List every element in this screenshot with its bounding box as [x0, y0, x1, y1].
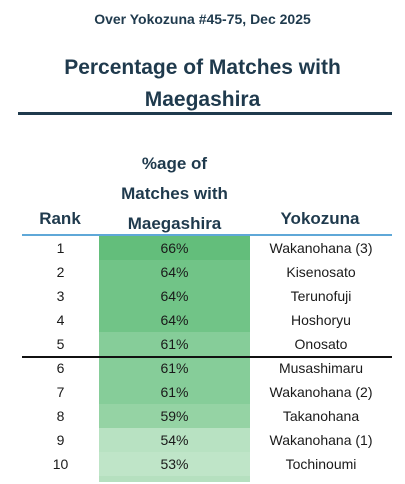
yokozuna-cell: Tochinoumi — [285, 456, 357, 472]
percentage-cell: 54% — [99, 428, 250, 452]
column-header-rank: Rank — [39, 209, 81, 228]
table-body: 1 66% Wakanohana (3) 2 64% Kisenosato 3 … — [22, 236, 392, 476]
yokozuna-cell: Wakanohana (3) — [269, 240, 373, 256]
rank-cell: 2 — [56, 264, 65, 280]
rank-cell: 3 — [56, 288, 65, 304]
rank-cell: 10 — [52, 456, 69, 472]
percentage-cell: 61% — [99, 332, 250, 356]
percentage-cell: 59% — [99, 404, 250, 428]
column-header-percentage: %age of Matches with Maegashira — [99, 149, 250, 239]
page-title: Percentage of Matches with Maegashira — [0, 52, 405, 116]
title-line-2: Maegashira — [144, 88, 261, 111]
table-row: 4 64% Hoshoryu — [22, 308, 392, 332]
yokozuna-cell: Terunofuji — [290, 288, 352, 304]
group-divider — [22, 356, 392, 358]
percentage-cell: 64% — [99, 284, 250, 308]
percentage-cell: 64% — [99, 308, 250, 332]
column-header-yokozuna: Yokozuna — [280, 209, 360, 228]
yokozuna-cell: Hoshoryu — [291, 312, 351, 328]
yokozuna-cell: Musashimaru — [278, 360, 364, 376]
table-row: 10 53% Tochinoumi — [22, 452, 392, 476]
column-header-percentage-line-1: %age of — [141, 154, 208, 173]
header-rule — [22, 234, 392, 236]
table-row: 7 61% Wakanohana (2) — [22, 380, 392, 404]
rank-cell: 5 — [56, 336, 65, 352]
rank-cell: 7 — [56, 384, 65, 400]
rank-cell: 9 — [56, 432, 65, 448]
rank-cell: 1 — [56, 240, 65, 256]
yokozuna-cell: Kisenosato — [286, 264, 356, 280]
percentage-cell: 64% — [99, 260, 250, 284]
percentage-cell: 61% — [99, 380, 250, 404]
yokozuna-cell: Wakanohana (1) — [269, 432, 373, 448]
rank-cell: 8 — [56, 408, 65, 424]
table-row: 5 61% Onosato — [22, 332, 392, 356]
percentage-cell: 61% — [99, 356, 250, 380]
rank-cell: 4 — [56, 312, 65, 328]
column-header-percentage-line-3: Maegashira — [127, 214, 222, 233]
title-line-1: Percentage of Matches with — [64, 56, 341, 79]
table-row: 1 66% Wakanohana (3) — [22, 236, 392, 260]
subtitle: Over Yokozuna #45-75, Dec 2025 — [94, 11, 311, 27]
table-row: 9 54% Wakanohana (1) — [22, 428, 392, 452]
yokozuna-cell: Onosato — [294, 336, 348, 352]
table-row: 6 61% Musashimaru — [22, 356, 392, 380]
percentage-cell: 53% — [99, 452, 250, 476]
column-header-percentage-line-2: Matches with — [121, 184, 228, 203]
rank-cell: 6 — [56, 360, 65, 376]
yokozuna-cell: Wakanohana (2) — [269, 384, 373, 400]
title-underline — [18, 112, 392, 115]
percentage-cell: 66% — [99, 236, 250, 260]
yokozuna-cell: Takanohana — [282, 408, 360, 424]
heatmap-column-tail — [99, 476, 250, 482]
table-row: 3 64% Terunofuji — [22, 284, 392, 308]
table-row: 8 59% Takanohana — [22, 404, 392, 428]
table-row: 2 64% Kisenosato — [22, 260, 392, 284]
